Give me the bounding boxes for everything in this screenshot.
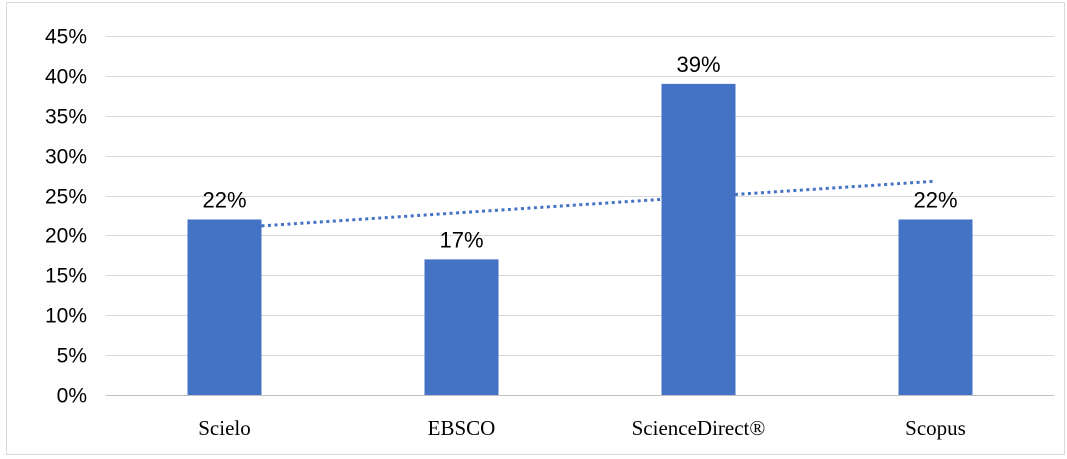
x-tick-label: ScienceDirect® <box>632 416 766 440</box>
y-axis-tick-labels: 0% 5% 10% 15% 20% 25% 30% 35% 40% 45% <box>45 26 87 408</box>
bars <box>187 83 973 395</box>
y-tick-label: 5% <box>57 345 87 368</box>
x-tick-label: EBSCO <box>428 416 496 440</box>
chart-area: 0% 5% 10% 15% 20% 25% 30% 35% 40% 45% Scielo EBSCO… <box>6 2 1065 455</box>
y-tick-label: 15% <box>45 265 87 288</box>
y-tick-label: 30% <box>45 146 87 169</box>
gridlines <box>106 36 1054 396</box>
bar-sciencedirect <box>661 83 736 395</box>
data-label: 22% <box>202 187 246 212</box>
data-labels: 22% 17% 39% 22% <box>202 52 957 253</box>
x-axis-tick-labels: Scielo EBSCO ScienceDirect® Scopus <box>198 416 966 440</box>
y-tick-label: 40% <box>45 66 87 89</box>
x-tick-label: Scielo <box>198 416 251 440</box>
trendline <box>261 179 936 228</box>
bar-ebsco <box>424 259 499 395</box>
y-tick-label: 0% <box>57 385 87 408</box>
y-tick-label: 20% <box>45 225 87 248</box>
data-label: 39% <box>676 52 720 77</box>
data-label: 17% <box>439 227 483 252</box>
y-tick-label: 10% <box>45 305 87 328</box>
bar-chart: 0% 5% 10% 15% 20% 25% 30% 35% 40% 45% Scielo EBSCO… <box>45 26 1054 440</box>
data-label: 22% <box>913 187 957 212</box>
bar-scopus <box>898 219 973 395</box>
y-tick-label: 25% <box>45 186 87 209</box>
y-tick-label: 45% <box>45 26 87 49</box>
bar-scielo <box>187 219 262 395</box>
y-tick-label: 35% <box>45 106 87 129</box>
trendline-layer <box>261 179 936 228</box>
x-tick-label: Scopus <box>905 416 966 440</box>
